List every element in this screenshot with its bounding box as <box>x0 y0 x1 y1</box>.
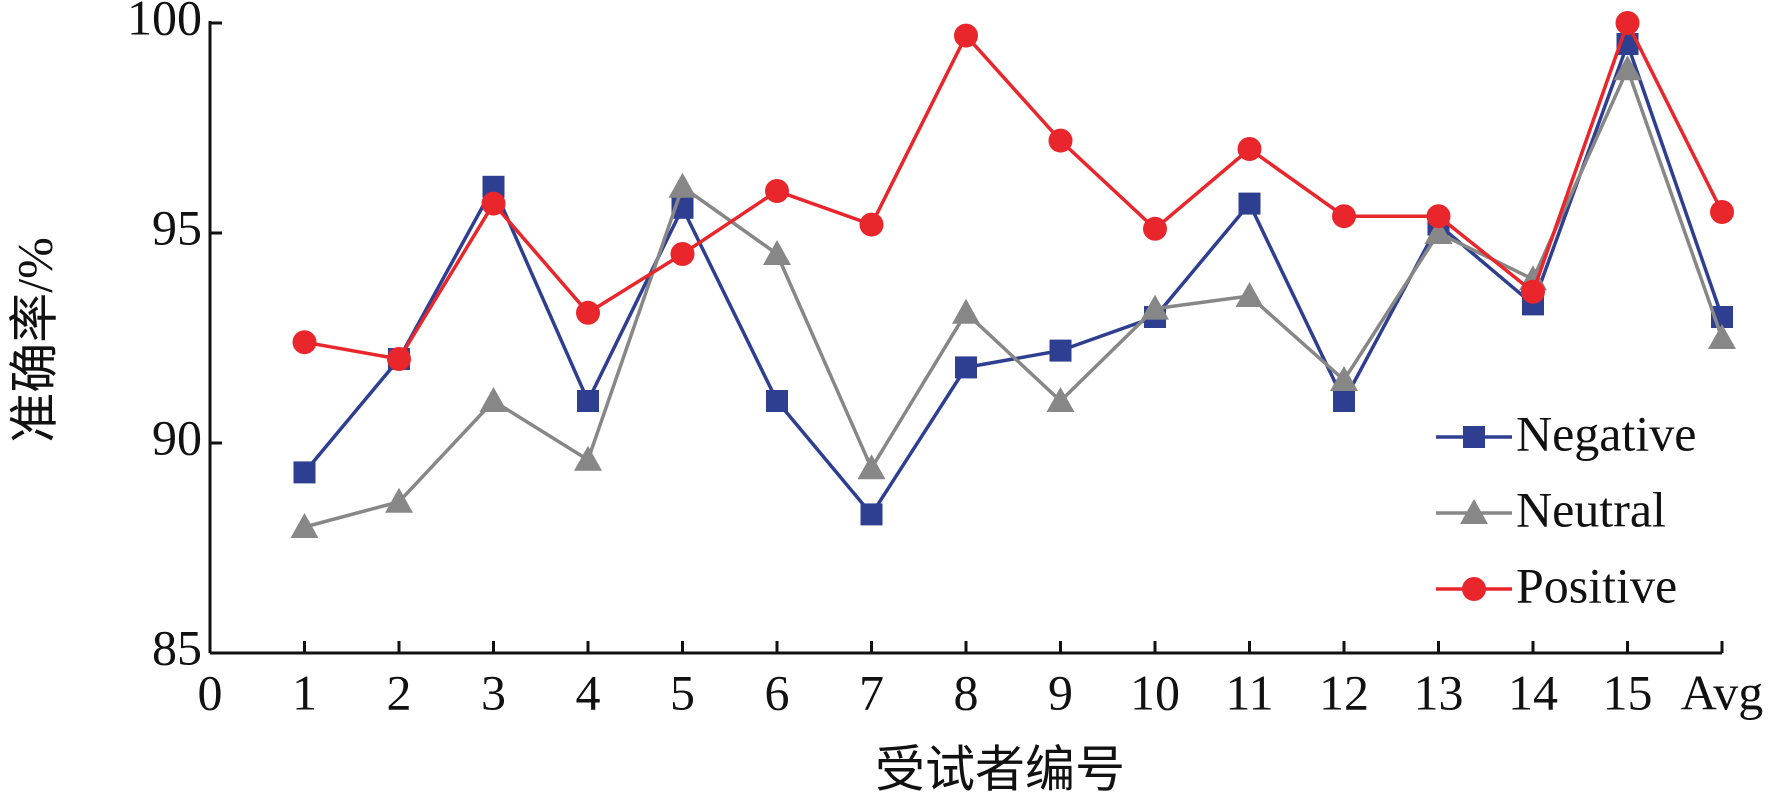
point <box>293 461 316 484</box>
x-axis-label: 受试者编号 <box>875 741 1125 797</box>
point <box>857 454 886 480</box>
point <box>1613 55 1642 81</box>
point <box>1048 128 1073 153</box>
point <box>482 175 505 198</box>
x-tick-label: 13 <box>1414 664 1464 720</box>
x-tick-label: 6 <box>765 664 790 720</box>
point <box>668 172 697 198</box>
series-line <box>304 18 1724 361</box>
point <box>765 179 789 203</box>
legend-marker <box>1463 426 1485 448</box>
x-tick-label: 15 <box>1603 664 1653 720</box>
y-tick-label: 95 <box>152 199 202 255</box>
y-tick-label: 85 <box>152 619 202 675</box>
point <box>859 212 884 237</box>
point <box>385 487 413 513</box>
point <box>1143 216 1167 241</box>
y-axis-label: 准确率/% <box>6 237 62 443</box>
legend-marker <box>1462 577 1486 601</box>
x-tick-label: Avg <box>1681 664 1763 720</box>
y-tick-label: 100 <box>127 0 202 45</box>
point <box>1424 219 1453 244</box>
point <box>954 23 978 48</box>
point <box>860 503 883 526</box>
point <box>955 356 977 379</box>
x-tick-label: 1 <box>292 664 317 720</box>
point <box>670 242 695 266</box>
point <box>1615 11 1640 35</box>
y-tick-label: 90 <box>152 409 202 465</box>
point <box>1426 204 1451 229</box>
point <box>1330 366 1358 391</box>
point <box>1049 339 1072 362</box>
point <box>1708 324 1736 349</box>
x-tick-label: 11 <box>1225 664 1273 720</box>
point <box>1046 387 1075 412</box>
point <box>576 300 600 325</box>
series-line <box>304 64 1724 529</box>
x-tick-label: 14 <box>1508 664 1558 720</box>
x-tick-label: 4 <box>576 664 601 720</box>
point <box>481 191 506 216</box>
x-tick-label: 5 <box>670 664 695 720</box>
x-tick-label: 10 <box>1130 664 1180 720</box>
legend-marker <box>1460 499 1488 524</box>
x-tick-label: 7 <box>859 664 884 720</box>
point <box>292 330 317 355</box>
x-tick-label: 0 <box>198 664 223 720</box>
point <box>290 513 319 538</box>
point <box>766 390 788 412</box>
x-tick-label: 8 <box>954 664 979 720</box>
point <box>1141 294 1169 320</box>
x-tick-label: 12 <box>1319 664 1369 720</box>
x-tick-label: 3 <box>481 664 506 720</box>
x-tick-label: 2 <box>387 664 412 720</box>
point <box>387 347 411 371</box>
point <box>1235 282 1264 307</box>
point <box>1710 200 1734 224</box>
point <box>1238 192 1261 215</box>
legend-label: Neutral <box>1516 481 1666 537</box>
point <box>1237 137 1262 161</box>
point <box>763 240 791 265</box>
legend-label: Positive <box>1516 557 1677 613</box>
point <box>1333 390 1355 412</box>
x-tick-label: 9 <box>1048 664 1073 720</box>
point <box>952 298 980 324</box>
point <box>1332 204 1356 229</box>
legend-label: Negative <box>1516 405 1696 461</box>
point <box>577 390 599 412</box>
point <box>574 445 602 471</box>
point <box>479 387 508 412</box>
point <box>1521 279 1545 304</box>
series-line <box>303 38 1724 518</box>
